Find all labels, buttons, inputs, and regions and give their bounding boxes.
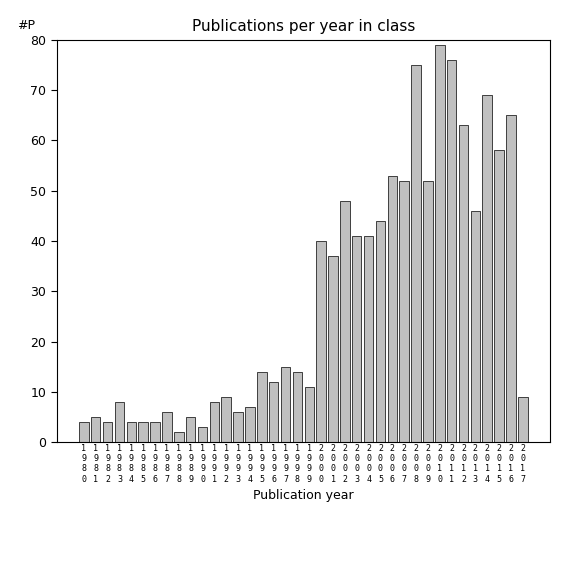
Bar [388,176,397,442]
Bar [174,432,184,442]
Bar [399,180,409,442]
Bar [150,422,160,442]
Bar [257,372,266,442]
Bar [447,60,456,442]
Bar [126,422,136,442]
Bar [210,402,219,442]
Bar [423,180,433,442]
Bar [364,236,373,442]
Bar [483,95,492,442]
Bar [435,45,445,442]
Bar [494,150,504,442]
Bar [245,407,255,442]
Bar [352,236,362,442]
Bar [115,402,124,442]
Bar [304,387,314,442]
Bar [269,382,278,442]
Bar [376,221,385,442]
Bar [471,211,480,442]
Bar [186,417,196,442]
Bar [79,422,88,442]
Bar [459,125,468,442]
Bar [518,397,527,442]
Bar [91,417,100,442]
Bar [281,367,290,442]
Bar [222,397,231,442]
X-axis label: Publication year: Publication year [253,489,354,502]
Bar [340,201,350,442]
Bar [316,241,326,442]
Bar [411,65,421,442]
Text: #P: #P [17,19,35,32]
Bar [103,422,112,442]
Bar [293,372,302,442]
Bar [506,115,516,442]
Bar [198,427,208,442]
Title: Publications per year in class: Publications per year in class [192,19,415,35]
Bar [138,422,148,442]
Bar [162,412,172,442]
Bar [328,256,338,442]
Bar [234,412,243,442]
